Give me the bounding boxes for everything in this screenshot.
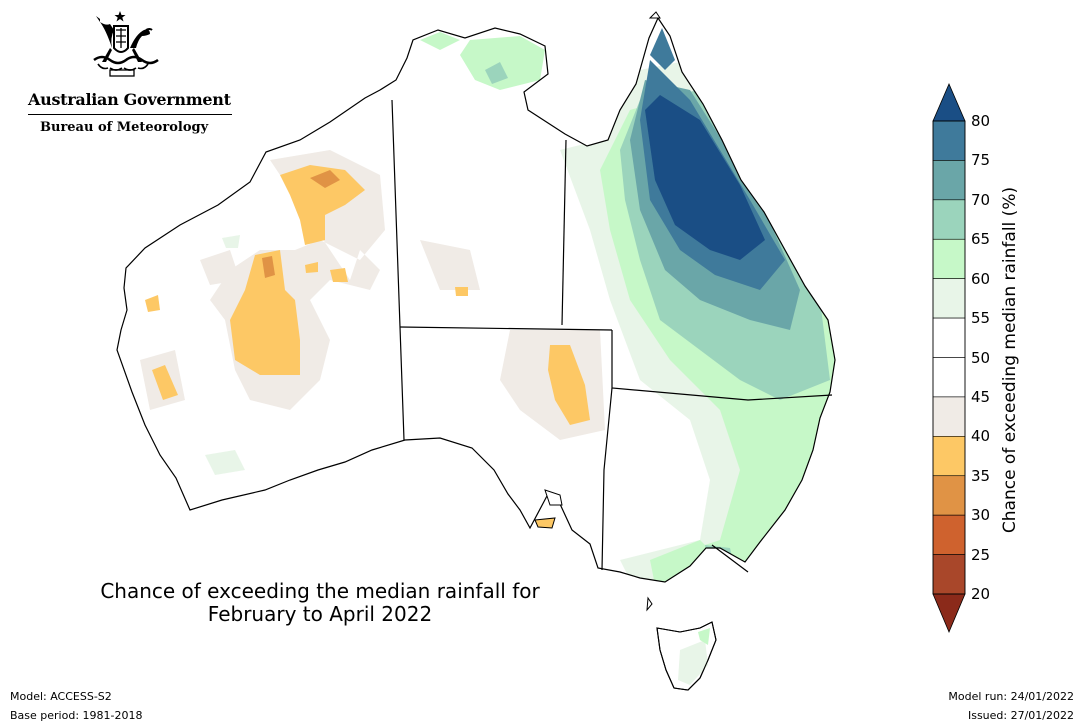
colorbar-tick-label: 80: [971, 112, 991, 130]
issued-date: Issued: 27/01/2022: [967, 709, 1074, 722]
colorbar-band-55-60: [932, 278, 966, 319]
colorbar-tick-label: 60: [971, 269, 991, 288]
colorbar-tick-label: 55: [971, 309, 991, 328]
colorbar-tick-label: 50: [971, 348, 991, 367]
map-title-line2: February to April 2022: [207, 602, 433, 626]
mainland-coastline: [116, 16, 836, 583]
colorbar-band-45-50: [932, 357, 966, 398]
colorbar-band-70-75: [932, 160, 966, 201]
colorbar-band-60-65: [932, 238, 966, 279]
model-name: Model: ACCESS-S2: [10, 690, 112, 703]
map-title-line1: Chance of exceeding the median rainfall …: [100, 579, 540, 603]
zone-80-plus-north: [650, 28, 675, 70]
colorbar-tick-label: 65: [971, 230, 991, 249]
colorbar-tick-label: 35: [971, 466, 991, 485]
colorbar-band-50-55: [932, 317, 966, 358]
agency-name: Bureau of Meteorology: [40, 120, 209, 135]
colorbar-band-20-25: [932, 554, 966, 595]
colorbar-tick-label: 75: [971, 151, 991, 170]
colorbar-band-65-70: [932, 199, 966, 240]
colorbar-band-30-35: [932, 475, 966, 516]
colorbar-top-arrow: [932, 82, 966, 122]
colorbar-tick-label: 25: [971, 545, 991, 564]
zone-80-plus: [645, 95, 765, 260]
colorbar-bottom-arrow: [932, 593, 966, 634]
colorbar-tick-label: 45: [971, 387, 991, 406]
model-run-date: Model run: 24/01/2022: [948, 690, 1074, 703]
coat-of-arms-icon: [93, 11, 159, 77]
colorbar-tick-label: 40: [971, 427, 991, 446]
government-name: Australian Government: [28, 90, 231, 109]
base-period: Base period: 1981-2018: [10, 709, 143, 722]
logo-divider: [28, 114, 232, 115]
bom-logo: Australian Government Bureau of Meteorol…: [20, 8, 232, 143]
colorbar-band-75-80: [932, 120, 966, 161]
colorbar-band-35-40: [932, 436, 966, 477]
colorbar-band-25-30: [932, 514, 966, 555]
zone-35-40-west: [280, 165, 365, 245]
colorbar-tick-label: 70: [971, 190, 991, 209]
colorbar-tick-label: 30: [971, 506, 991, 525]
map-title: Chance of exceeding the median rainfall …: [60, 580, 580, 626]
colorbar-tick-label: 20: [971, 585, 991, 603]
colorbar-band-40-45: [932, 396, 966, 437]
state-borders: [391, 99, 833, 573]
